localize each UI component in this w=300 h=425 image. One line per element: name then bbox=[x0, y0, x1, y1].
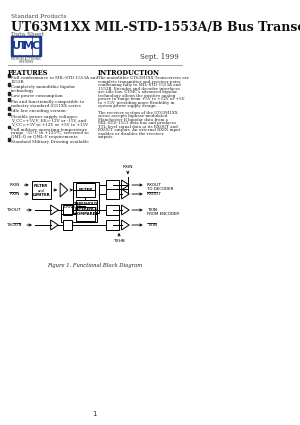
Polygon shape bbox=[122, 189, 129, 199]
Text: TXIN: TXIN bbox=[147, 223, 157, 227]
Text: RXOUT: RXOUT bbox=[147, 192, 162, 196]
Text: C: C bbox=[31, 41, 39, 51]
Text: Low power consumption: Low power consumption bbox=[11, 94, 62, 99]
Text: REFERENCE: REFERENCE bbox=[75, 207, 98, 211]
Polygon shape bbox=[122, 180, 129, 190]
Bar bbox=[76, 207, 95, 221]
Bar bbox=[8, 74, 10, 76]
Bar bbox=[26, 38, 31, 54]
Text: TO DECODER: TO DECODER bbox=[147, 187, 173, 191]
Text: MICROELECTRONIC: MICROELECTRONIC bbox=[11, 57, 41, 61]
Bar bbox=[8, 92, 10, 95]
Text: FILTER: FILTER bbox=[78, 188, 93, 192]
Bar bbox=[8, 98, 10, 100]
Bar bbox=[106, 220, 119, 230]
Bar bbox=[8, 139, 10, 141]
Text: series accepts biphase-modulated: series accepts biphase-modulated bbox=[98, 114, 167, 118]
Bar bbox=[8, 83, 10, 86]
Text: The receiver section of the UT63M1XX: The receiver section of the UT63M1XX bbox=[98, 110, 178, 114]
Text: Data Sheet: Data Sheet bbox=[11, 32, 44, 37]
Bar bbox=[8, 107, 10, 110]
Bar bbox=[106, 205, 119, 215]
Text: conforming fully to MIL-STD-1553A and: conforming fully to MIL-STD-1553A and bbox=[98, 83, 181, 87]
Text: Sept. 1999: Sept. 1999 bbox=[140, 53, 178, 61]
Text: industry standard 6311XX series: industry standard 6311XX series bbox=[11, 104, 81, 108]
Text: TXIN: TXIN bbox=[147, 208, 157, 212]
Text: Idle low encoding version: Idle low encoding version bbox=[11, 109, 65, 113]
Bar bbox=[63, 205, 72, 215]
Text: power to range from +5V to +12V or +5V: power to range from +5V to +12V or +5V bbox=[98, 97, 184, 101]
Bar bbox=[32, 181, 51, 199]
Bar bbox=[106, 180, 119, 190]
Text: U: U bbox=[12, 41, 21, 51]
Text: COMPARE: COMPARE bbox=[75, 212, 96, 216]
Bar bbox=[61, 204, 98, 222]
Text: and: and bbox=[38, 189, 45, 193]
Text: 1553B: 1553B bbox=[11, 79, 24, 84]
Text: RXIN: RXIN bbox=[123, 165, 133, 169]
Text: Standard Military Drawing available: Standard Military Drawing available bbox=[11, 140, 88, 144]
Text: RXIN: RXIN bbox=[10, 192, 20, 196]
Text: INTRODUCTION: INTRODUCTION bbox=[98, 69, 160, 77]
Bar bbox=[63, 220, 72, 230]
Text: Completely monolithic bipolar: Completely monolithic bipolar bbox=[11, 85, 75, 89]
Text: system power supply design.: system power supply design. bbox=[98, 104, 157, 108]
Text: RXOUT outputs. An external RXIN input: RXOUT outputs. An external RXIN input bbox=[98, 128, 180, 132]
Text: V_CC=+5V to +12V or +5V to +15V: V_CC=+5V to +12V or +5V to +15V bbox=[11, 122, 88, 126]
Text: technology: technology bbox=[11, 89, 34, 93]
Bar bbox=[8, 126, 10, 128]
Bar bbox=[76, 200, 97, 212]
Polygon shape bbox=[122, 205, 129, 215]
Bar bbox=[74, 182, 99, 213]
Text: LIMITER: LIMITER bbox=[32, 193, 50, 197]
Bar bbox=[8, 113, 10, 115]
Polygon shape bbox=[122, 220, 129, 230]
Polygon shape bbox=[51, 220, 58, 230]
Text: complete transmitter and receiver pairs: complete transmitter and receiver pairs bbox=[98, 79, 180, 83]
Text: TXHB: TXHB bbox=[113, 239, 125, 243]
Bar bbox=[76, 183, 95, 197]
Text: FILTER: FILTER bbox=[34, 184, 48, 188]
Text: V_CC=+5V,V_EE=-12V or -15V, and: V_CC=+5V,V_EE=-12V or -15V, and bbox=[11, 119, 86, 122]
Text: are idle low. UTMC's advanced bipolar: are idle low. UTMC's advanced bipolar bbox=[98, 90, 177, 94]
Bar bbox=[33, 38, 38, 54]
Text: DRIVERS: DRIVERS bbox=[64, 205, 82, 209]
Polygon shape bbox=[51, 205, 58, 215]
Text: TTL-level signal data at its RXOUT and: TTL-level signal data at its RXOUT and bbox=[98, 125, 178, 128]
Text: The monolithic UT63M1XX Transceivers are: The monolithic UT63M1XX Transceivers are bbox=[98, 76, 189, 80]
Text: QML-Q or QML-V requirements: QML-Q or QML-V requirements bbox=[11, 135, 77, 139]
Text: TXOUT: TXOUT bbox=[6, 208, 20, 212]
Text: 1553B. Encoder and decoder interfaces: 1553B. Encoder and decoder interfaces bbox=[98, 87, 180, 91]
Text: 1: 1 bbox=[93, 411, 97, 417]
Text: enables or disables the receiver: enables or disables the receiver bbox=[98, 131, 164, 136]
Text: RXOUT: RXOUT bbox=[147, 183, 162, 187]
Text: Standard Products: Standard Products bbox=[11, 14, 67, 19]
Text: RXIN: RXIN bbox=[10, 183, 20, 187]
Bar bbox=[106, 189, 119, 199]
Text: Pin and functionally compatible to: Pin and functionally compatible to bbox=[11, 100, 84, 104]
Text: Figure 1. Functional Block Diagram: Figure 1. Functional Block Diagram bbox=[47, 263, 142, 268]
Bar bbox=[20, 38, 25, 54]
Bar bbox=[11, 36, 40, 56]
Text: outputs.: outputs. bbox=[98, 135, 115, 139]
Text: Full military operating temperature: Full military operating temperature bbox=[11, 128, 87, 132]
Text: UT63M1XX MIL-STD-1553A/B Bus Transceiver: UT63M1XX MIL-STD-1553A/B Bus Transceiver bbox=[11, 21, 300, 34]
Text: M: M bbox=[23, 41, 34, 51]
Text: MIL-STD-1553 data bus and produces: MIL-STD-1553 data bus and produces bbox=[98, 121, 176, 125]
Text: Full conformance to MIL-STD-1553A and: Full conformance to MIL-STD-1553A and bbox=[11, 76, 98, 80]
Text: SYSTEMS: SYSTEMS bbox=[18, 60, 34, 64]
Text: Flexible power supply voltages:: Flexible power supply voltages: bbox=[11, 115, 78, 119]
Polygon shape bbox=[60, 183, 68, 197]
Text: FROM ENCODER: FROM ENCODER bbox=[147, 212, 179, 216]
Text: THRESHOLD: THRESHOLD bbox=[74, 202, 98, 206]
Text: Manchester II bipolar data from a: Manchester II bipolar data from a bbox=[98, 117, 168, 122]
Bar bbox=[14, 38, 19, 54]
Text: to +15V, providing more flexibility in: to +15V, providing more flexibility in bbox=[98, 100, 175, 105]
Text: TXOUT: TXOUT bbox=[6, 223, 20, 227]
Text: technology allows the positive analog: technology allows the positive analog bbox=[98, 94, 176, 97]
Text: range, -55°C to +125°C, screened to: range, -55°C to +125°C, screened to bbox=[11, 131, 88, 135]
Text: T: T bbox=[19, 41, 26, 51]
Text: FEATURES: FEATURES bbox=[8, 69, 49, 77]
